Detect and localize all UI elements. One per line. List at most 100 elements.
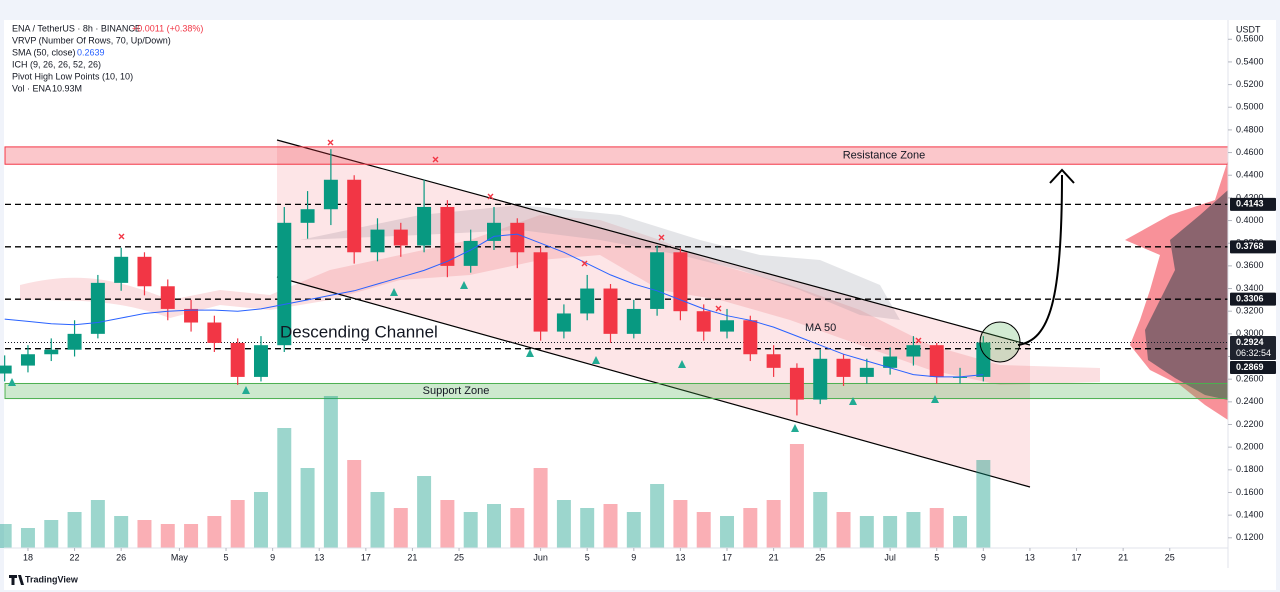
x-tick-label: 5 xyxy=(224,552,229,562)
y-tick-label: 0.5200 xyxy=(1236,79,1264,89)
x-tick-label: 22 xyxy=(70,552,80,562)
y-tick-label: 0.1200 xyxy=(1236,532,1264,542)
x-tick-label: 5 xyxy=(934,552,939,562)
volume-bar xyxy=(673,500,688,548)
y-tick-label: 0.1800 xyxy=(1236,464,1264,474)
x-tick-label: 13 xyxy=(314,552,324,562)
y-tick-label: 0.2200 xyxy=(1236,419,1264,429)
volume-bar xyxy=(0,524,12,548)
candle-body xyxy=(207,322,222,343)
price-label-bg xyxy=(1230,360,1276,374)
volume-bar xyxy=(114,516,129,548)
indicator: ICH (9, 26, 26, 52, 26) xyxy=(12,59,101,69)
candle-body xyxy=(766,354,781,368)
volume-bar xyxy=(626,512,641,548)
y-tick-label: 0.3200 xyxy=(1236,306,1264,316)
volume-bar xyxy=(90,500,105,548)
indicator: Pivot High Low Points (10, 10) xyxy=(12,71,133,81)
candle-body xyxy=(906,345,921,357)
candle-body xyxy=(67,333,82,350)
volume-bar xyxy=(487,504,501,548)
channel-lower xyxy=(276,276,1031,488)
candle-body xyxy=(184,308,199,323)
volume-bar xyxy=(976,460,991,548)
candle-body xyxy=(487,222,501,241)
x-tick-label: 9 xyxy=(270,552,275,562)
volume-bar xyxy=(440,500,455,548)
candle-body xyxy=(626,308,641,334)
volume-bar xyxy=(277,428,292,548)
sma-value: 0.2639 xyxy=(77,47,105,57)
volume-bar xyxy=(300,468,315,548)
volume-bar xyxy=(720,516,735,548)
x-tick-label: 25 xyxy=(454,552,464,562)
volume-bar xyxy=(953,516,968,548)
pivot-highs xyxy=(118,139,922,344)
volume-bar xyxy=(859,516,874,548)
y-tick-label: 0.2600 xyxy=(1236,374,1264,384)
x-tick-label: 17 xyxy=(1072,552,1082,562)
x-tick-label: 13 xyxy=(675,552,685,562)
candle-body xyxy=(347,179,362,253)
volume-profile-dark xyxy=(1145,190,1228,400)
change: +0.0011 (+0.38%) xyxy=(132,23,203,33)
x-tick-label: 21 xyxy=(769,552,779,562)
y-tick-label: 0.2400 xyxy=(1236,396,1264,406)
price-label: 0.3306 xyxy=(1236,294,1264,304)
y-tick-label: 0.4000 xyxy=(1236,215,1264,225)
ma-label: MA 50 xyxy=(805,322,836,334)
sma-line xyxy=(4,233,984,378)
y-tick-label: 0.1400 xyxy=(1236,510,1264,520)
projection-arrow xyxy=(1017,174,1063,346)
brand: TradingView xyxy=(25,574,79,584)
pivot-lows xyxy=(8,281,939,432)
volume-bar xyxy=(836,512,851,548)
candle-body xyxy=(90,282,105,334)
candle-body xyxy=(20,354,35,366)
volume-bar xyxy=(253,492,268,548)
resistance-label: Resistance Zone xyxy=(843,149,926,161)
price-label: 0.4143 xyxy=(1236,199,1264,209)
volume-bar xyxy=(347,460,362,548)
volume-bar xyxy=(929,508,944,548)
candle-body xyxy=(533,252,548,332)
axis-unit: USDT xyxy=(1236,24,1261,34)
y-tick-label: 0.5000 xyxy=(1236,102,1264,112)
candle-body xyxy=(720,320,735,332)
candle-body xyxy=(160,286,175,309)
candle-body xyxy=(859,367,874,377)
y-tick-label: 0.4800 xyxy=(1236,124,1264,134)
candle-body xyxy=(789,367,804,400)
volume-bar xyxy=(650,484,665,548)
channel-label: Descending Channel xyxy=(280,322,438,341)
y-tick-label: 0.3000 xyxy=(1236,328,1264,338)
support-label: Support Zone xyxy=(423,385,490,397)
y-tick-label: 0.1600 xyxy=(1236,487,1264,497)
candle-body xyxy=(230,342,245,377)
volume-bar xyxy=(67,512,82,548)
volume-bar xyxy=(696,512,711,548)
volume-bar xyxy=(370,492,385,548)
y-tick-label: 0.5400 xyxy=(1236,56,1264,66)
x-tick-label: May xyxy=(171,552,189,562)
candle-body xyxy=(580,288,595,314)
candle-body xyxy=(44,349,59,355)
x-tick-label: 13 xyxy=(1025,552,1035,562)
candle-body xyxy=(743,320,758,355)
y-tick-label: 0.4600 xyxy=(1236,147,1264,157)
price-label: 0.2869 xyxy=(1236,362,1264,372)
volume-bar xyxy=(184,524,199,548)
volume-bar xyxy=(580,508,595,548)
volume-bar xyxy=(556,500,571,548)
candle-body xyxy=(953,376,968,378)
volume-bar xyxy=(906,512,921,548)
candle-body xyxy=(114,256,129,283)
indicator: SMA (50, close) xyxy=(12,47,76,57)
candle-body xyxy=(603,288,618,334)
x-tick-label: Jun xyxy=(533,552,548,562)
candle-body xyxy=(370,229,385,253)
price-label: 0.3768 xyxy=(1236,241,1264,251)
x-tick-label: 17 xyxy=(722,552,732,562)
channel-fill xyxy=(277,140,1030,487)
volume-bar xyxy=(743,508,758,548)
